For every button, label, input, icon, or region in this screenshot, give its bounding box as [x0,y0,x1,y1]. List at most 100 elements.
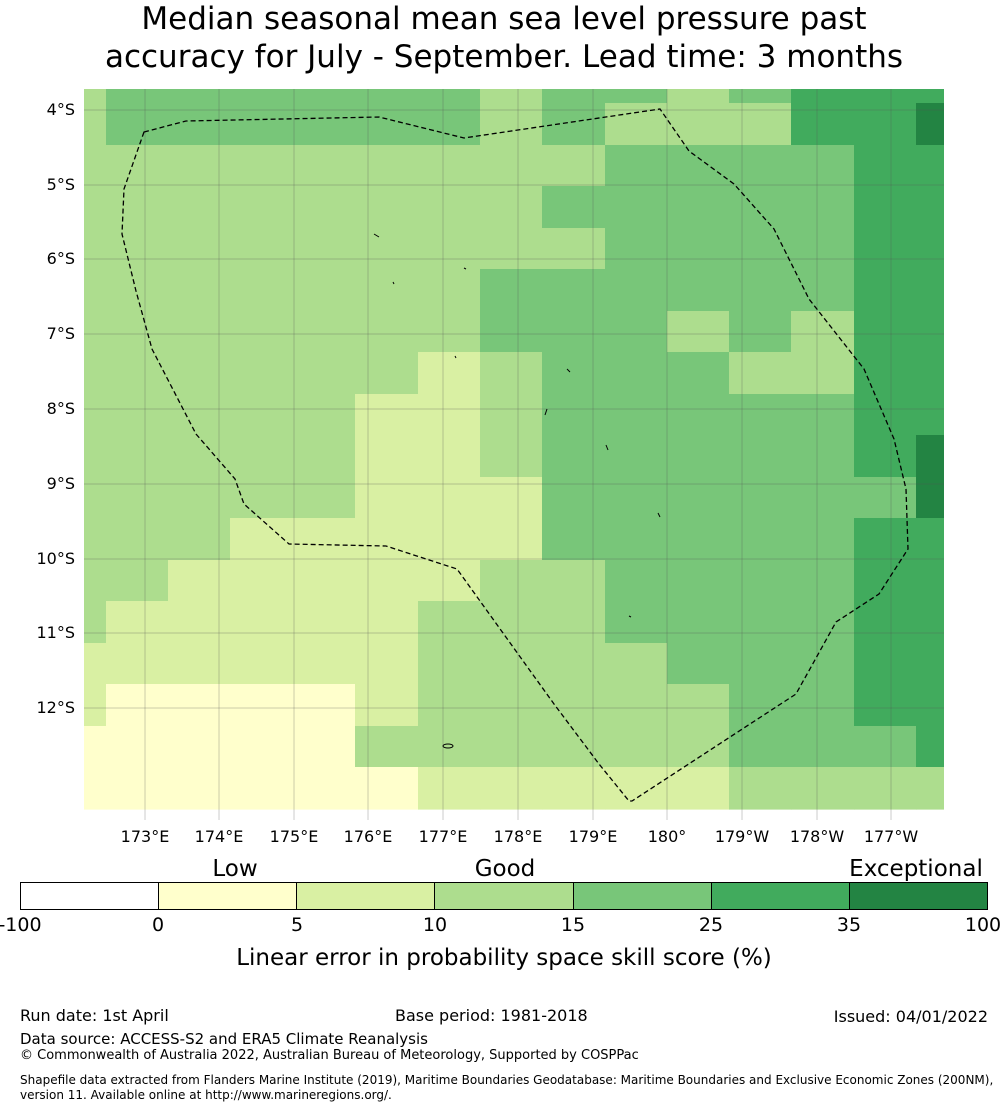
skill-cell [916,767,944,810]
skill-cell [355,145,419,187]
colorbar-tick: 0 [151,914,165,936]
skill-cell [729,643,792,685]
skill-cell [854,726,917,768]
skill-cell [106,518,169,561]
skill-cell [84,352,107,395]
skill-cell [293,477,356,519]
skill-cell [791,477,855,519]
skill-map[interactable] [84,89,944,820]
skill-cell [916,643,944,685]
skill-cell [667,726,730,768]
skill-cell [84,394,107,436]
skill-cell [916,601,944,644]
issued-date: Issued: 04/01/2022 [833,1007,988,1026]
chart-title: Median seasonal mean sea level pressure … [0,0,1008,76]
skill-cell [293,726,356,768]
skill-cell [480,643,543,685]
colorbar-segment [573,883,712,909]
colorbar-tick: 5 [290,914,304,936]
skill-cell [106,726,169,768]
island [454,355,457,359]
island [373,233,380,238]
skill-cell [916,103,944,146]
skill-cell [605,726,668,768]
skill-cell [230,228,294,270]
island [544,408,548,416]
skill-cell [729,103,792,146]
skill-cell [729,601,792,644]
skill-cell [168,601,231,644]
skill-cell [605,311,668,353]
skill-cell [667,228,730,270]
skill-cell [480,435,543,478]
island [463,267,467,270]
legend-category-good: Good [474,856,536,882]
skill-cell [418,228,481,270]
skill-cell [729,352,792,395]
skill-cell [854,601,917,644]
skill-cell [168,643,231,685]
skill-cell [293,311,356,353]
skill-cell [480,186,543,229]
skill-cell [729,477,792,519]
skill-cell [480,145,543,187]
skill-cell [854,311,917,353]
skill-cell [542,103,606,146]
islands [373,233,661,749]
skill-cell [106,560,169,602]
skill-cell [854,684,917,727]
skill-cell [542,643,606,685]
skill-cell [854,352,917,395]
skill-cell [916,477,944,519]
skill-cell [916,269,944,312]
skill-cell [667,186,730,229]
skill-cell [542,601,606,644]
colorbar-tick: 15 [560,914,586,936]
skill-cell [84,726,107,768]
eez-boundary [121,108,909,802]
lon-label-180: 180° [647,827,687,846]
skill-cell [916,352,944,395]
skill-cell [355,311,419,353]
skill-cell [854,560,917,602]
skill-cell [355,767,419,810]
skill-cell [418,518,481,561]
skill-cell [729,435,792,478]
skill-cell [542,186,606,229]
skill-cell [605,186,668,229]
skill-cell [542,726,606,768]
lon-label-175e: 175°E [269,827,319,846]
skill-cell [667,103,730,146]
skill-cell [168,145,231,187]
skill-cell [605,643,668,685]
skill-cell [230,684,294,727]
lat-label-12s: 12°S [36,698,75,717]
skill-cell [791,89,855,104]
skill-cell [667,643,730,685]
skill-cell [418,560,481,602]
skill-cell [729,726,792,768]
skill-cell [605,145,668,187]
skill-cell [418,643,481,685]
skill-cell [605,228,668,270]
skill-cell [480,103,543,146]
lon-label-178w: 178°W [789,827,845,846]
shapefile-credit-line-1: Shapefile data extracted from Flanders M… [20,1073,994,1087]
skill-cell [230,145,294,187]
skill-cell [355,89,419,104]
legend-category-low: Low [212,856,258,882]
skill-cell [84,477,107,519]
skill-cell [667,684,730,727]
skill-cell [293,103,356,146]
skill-cell [106,103,169,146]
skill-cell [791,435,855,478]
lat-label-10s: 10°S [36,549,75,568]
skill-cell [791,767,855,810]
colorbar-segment [159,883,298,909]
skill-cell [230,269,294,312]
skill-cell [729,394,792,436]
skill-cell [355,518,419,561]
skill-cell [230,477,294,519]
skill-cell [168,518,231,561]
title-line-2: accuracy for July - September. Lead time… [104,39,904,75]
